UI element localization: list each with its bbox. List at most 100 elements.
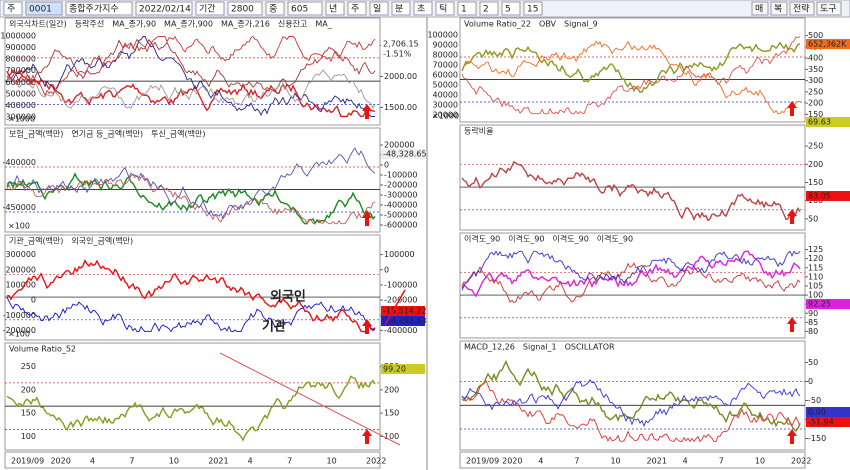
panel xyxy=(4,127,381,233)
toolbar-text[interactable]: 중 xyxy=(269,4,277,15)
left-tick-label: 80000 xyxy=(433,51,458,60)
toolbar-text[interactable]: 0001 xyxy=(29,5,52,15)
toolbar-field[interactable] xyxy=(195,1,225,16)
right-tick-label: 105 xyxy=(808,281,823,290)
toolbar-text[interactable]: 기간 xyxy=(199,4,216,15)
toolbar-field[interactable] xyxy=(523,1,543,16)
toolbar-field[interactable] xyxy=(135,1,193,16)
x-tick-label: 2020 xyxy=(50,457,70,466)
right-tick-label: 200 xyxy=(808,99,823,108)
toolbar-field[interactable] xyxy=(347,1,367,16)
right-tick-label: 0 xyxy=(384,265,389,274)
toolbar-button[interactable] xyxy=(789,1,815,16)
left-tick-label: 90000 xyxy=(433,41,458,50)
toolbar-field[interactable] xyxy=(25,1,63,16)
toolbar-field[interactable] xyxy=(227,1,263,16)
series-line xyxy=(461,262,801,304)
annotation: 외국인 xyxy=(270,289,306,305)
value-badge-text: 652,362K xyxy=(808,40,847,49)
left-tick-label: 800000 xyxy=(5,55,36,64)
x-tick-label: 7 xyxy=(719,457,724,466)
toolbar-text[interactable]: 605 xyxy=(291,5,308,15)
left-tick-label: 100 xyxy=(21,432,36,441)
x-tick-label: 2022 xyxy=(366,457,386,466)
toolbar-field[interactable] xyxy=(391,1,411,16)
x-tick-label: 2020 xyxy=(502,457,522,466)
series-line xyxy=(461,250,801,291)
value-badge-text: -51.94 xyxy=(808,418,834,427)
toolbar-button[interactable] xyxy=(770,1,788,16)
x-axis xyxy=(459,451,806,469)
legend-item: MA_ xyxy=(315,20,332,29)
right-tick-label: 250 xyxy=(808,87,823,96)
toolbar-text[interactable]: 매 xyxy=(755,4,763,15)
right-tick-label: 400 xyxy=(808,54,823,63)
series-line xyxy=(6,38,376,93)
value-badge-text: 0.00 xyxy=(808,408,826,417)
unit-label: ×100 xyxy=(8,222,30,231)
toolbar-button[interactable] xyxy=(816,1,842,16)
toolbar-text[interactable]: 5 xyxy=(505,5,511,15)
x-tick-label: 4 xyxy=(248,457,253,466)
right-tick-label: 2000.00 xyxy=(384,72,417,81)
toolbar-text[interactable]: 도구 xyxy=(820,4,837,15)
toolbar-text[interactable]: 주 xyxy=(351,4,359,15)
toolbar-text[interactable]: 2800 xyxy=(231,5,254,15)
series-line xyxy=(461,160,801,222)
value-badge xyxy=(381,149,425,159)
legend-item: OSCILLATOR xyxy=(565,343,615,352)
toolbar-text[interactable]: 15 xyxy=(527,5,538,15)
toolbar-text[interactable]: 년 xyxy=(329,4,337,15)
x-tick-label: 2021 xyxy=(208,457,228,466)
left-tick-label: 900000 xyxy=(5,43,36,52)
toolbar-text[interactable]: 복 xyxy=(774,4,782,15)
legend-item: Signal_9 xyxy=(564,20,598,29)
toolbar-field[interactable] xyxy=(325,1,345,16)
value-badge-text: 83.05 xyxy=(808,192,831,201)
toolbar-text[interactable]: 전략 xyxy=(793,3,810,15)
left-tick-label: 250 xyxy=(21,362,36,371)
toolbar-text[interactable]: 1 xyxy=(461,5,467,15)
legend-item: 이격도_90 xyxy=(508,234,544,244)
legend-item: MACD_12,26 xyxy=(464,343,515,352)
toolbar-field[interactable] xyxy=(457,1,477,16)
toolbar-field[interactable] xyxy=(369,1,389,16)
red-arrow xyxy=(362,319,372,334)
toolbar-button[interactable] xyxy=(751,1,769,16)
toolbar-text[interactable]: 2022/02/14 xyxy=(139,5,191,15)
toolbar-field[interactable] xyxy=(65,1,133,16)
value-badge-text: 2,706.15 xyxy=(383,40,419,49)
annotation: 기관 xyxy=(262,319,286,335)
toolbar-field[interactable] xyxy=(265,1,285,16)
toolbar-text[interactable]: 종합주가지수 xyxy=(69,4,119,15)
series-line xyxy=(461,35,801,115)
toolbar-field[interactable] xyxy=(435,1,455,16)
toolbar-field[interactable] xyxy=(287,1,323,16)
red-arrow xyxy=(787,317,797,332)
right-tick-label: -400000 xyxy=(384,201,417,210)
toolbar-field[interactable] xyxy=(501,1,521,16)
right-tick-label: 100 xyxy=(808,291,823,300)
left-tick-label: -400000 xyxy=(3,158,36,167)
toolbar-text[interactable]: 틱 xyxy=(439,3,447,15)
legend-item: MA_종가,900 xyxy=(164,20,213,29)
toolbar-field[interactable] xyxy=(413,1,433,16)
x-tick-label: 4 xyxy=(538,457,543,466)
right-tick-label: -300000 xyxy=(384,191,417,200)
toolbar-text[interactable]: 주 xyxy=(7,4,15,15)
right-tick-label: -500000 xyxy=(384,211,417,220)
toolbar-text[interactable]: 2 xyxy=(483,5,489,15)
panel xyxy=(4,234,381,341)
toolbar-text[interactable]: 분 xyxy=(395,4,403,15)
toolbar-text[interactable]: 일 xyxy=(373,4,381,15)
legend-item: OBV xyxy=(539,20,557,29)
toolbar-field[interactable] xyxy=(479,1,499,16)
value-badge xyxy=(381,306,425,316)
legend-item: 이격도_90 xyxy=(597,234,633,244)
toolbar-field[interactable] xyxy=(3,1,23,16)
right-tick-label: 115 xyxy=(808,263,823,272)
toolbar-text[interactable]: 초 xyxy=(417,4,425,15)
x-tick-label: 4 xyxy=(90,457,95,466)
series-line xyxy=(461,380,801,443)
right-tick-label: 250 xyxy=(808,142,823,151)
